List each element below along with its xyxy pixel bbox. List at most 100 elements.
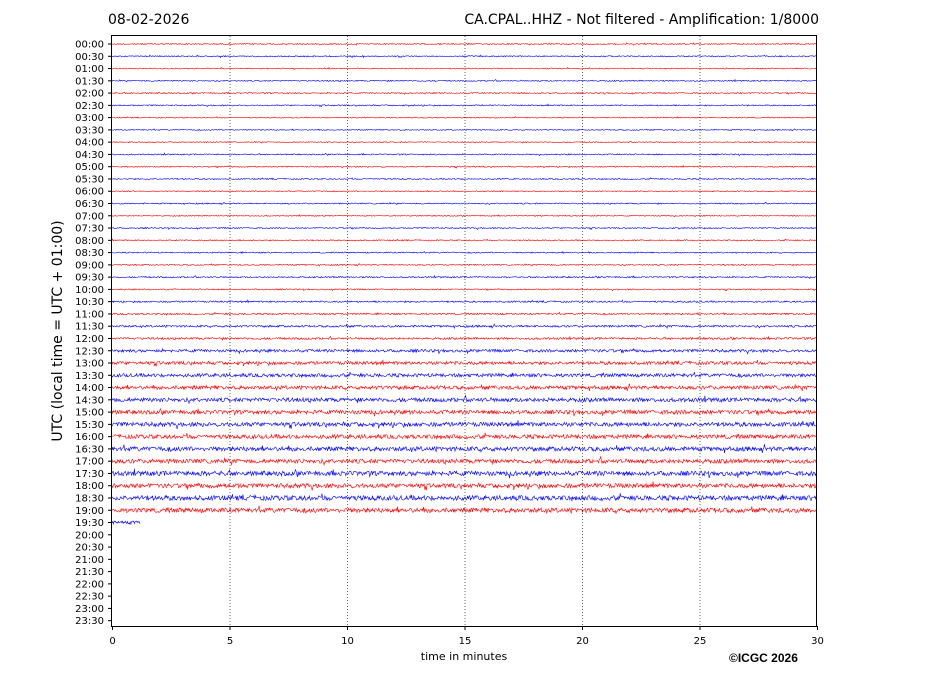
y-tick-label: 15:30 — [75, 420, 104, 431]
copyright-label: ©ICGC 2026 — [729, 651, 798, 665]
trace-0200 — [111, 91, 817, 95]
y-tick-label: 05:00 — [75, 162, 104, 173]
trace-0900 — [111, 263, 817, 267]
trace-1900 — [111, 505, 818, 515]
y-tick-label: 11:00 — [75, 309, 104, 320]
trace-1100 — [111, 311, 818, 316]
trace-0930 — [111, 274, 818, 280]
y-tick-label: 19:00 — [75, 506, 104, 517]
x-tick-label: 10 — [341, 636, 354, 647]
trace-0130 — [111, 78, 817, 83]
trace-1430 — [111, 394, 818, 405]
trace-0000 — [111, 42, 818, 46]
y-tick-label: 06:00 — [75, 187, 104, 198]
trace-0500 — [111, 164, 817, 169]
chart-title: CA.CPAL..HHZ - Not filtered - Amplificat… — [464, 12, 819, 28]
y-tick-label: 04:30 — [75, 150, 104, 161]
y-tick-label: 18:30 — [75, 493, 104, 504]
y-tick-label: 12:30 — [75, 346, 104, 357]
y-tick-label: 03:30 — [75, 125, 104, 136]
trace-1200 — [111, 335, 818, 342]
y-tick-label: 00:30 — [75, 52, 104, 63]
x-axis-ticks: 0 5 10 15 20 25 30 — [109, 626, 824, 647]
y-tick-label: 11:30 — [75, 322, 104, 333]
y-tick-label: 13:00 — [75, 359, 104, 370]
y-tick-label: 22:00 — [75, 579, 104, 590]
trace-1930 — [111, 520, 141, 526]
trace-0700 — [111, 214, 818, 218]
trace-0600 — [111, 189, 818, 193]
y-tick-label: 10:00 — [75, 285, 104, 296]
y-tick-label: 09:30 — [75, 273, 104, 284]
trace-1630 — [111, 444, 818, 454]
trace-1230 — [111, 347, 818, 355]
trace-1530 — [111, 420, 818, 429]
y-tick-label: 08:30 — [75, 248, 104, 259]
y-tick-label: 20:30 — [75, 543, 104, 554]
y-tick-label: 14:30 — [75, 395, 104, 406]
trace-0430 — [111, 152, 817, 157]
y-tick-label: 10:30 — [75, 297, 104, 308]
y-tick-label: 23:00 — [75, 604, 104, 615]
y-tick-label: 04:00 — [75, 138, 104, 149]
y-tick-label: 19:30 — [75, 518, 104, 529]
x-tick-label: 0 — [109, 636, 115, 647]
traces-group — [111, 42, 818, 526]
trace-1500 — [111, 407, 818, 417]
y-tick-label: 05:30 — [75, 174, 104, 185]
y-tick-label: 16:30 — [75, 444, 104, 455]
y-tick-label: 13:30 — [75, 371, 104, 382]
y-tick-label: 01:30 — [75, 76, 104, 87]
y-tick-label: 17:30 — [75, 469, 104, 480]
x-tick-label: 25 — [694, 636, 707, 647]
trace-1600 — [111, 432, 818, 440]
y-tick-label: 20:00 — [75, 530, 104, 541]
trace-0230 — [111, 103, 817, 108]
y-tick-label: 03:00 — [75, 113, 104, 124]
trace-0400 — [111, 140, 817, 144]
y-tick-label: 12:00 — [75, 334, 104, 345]
trace-1030 — [111, 299, 818, 304]
trace-0330 — [111, 128, 817, 132]
y-tick-label: 17:00 — [75, 457, 104, 468]
trace-0300 — [111, 116, 818, 119]
trace-0630 — [111, 201, 818, 206]
trace-1400 — [111, 383, 818, 392]
y-tick-label: 21:30 — [75, 567, 104, 578]
y-tick-label: 22:30 — [75, 592, 104, 603]
trace-1800 — [111, 481, 818, 491]
trace-1830 — [111, 493, 818, 502]
plot-frame — [111, 35, 817, 627]
y-tick-label: 21:00 — [75, 555, 104, 566]
x-axis-label: time in minutes — [421, 650, 508, 663]
trace-0030 — [111, 54, 817, 59]
trace-0100 — [111, 66, 818, 70]
date-label: 08-02-2026 — [108, 12, 190, 28]
trace-0530 — [111, 177, 818, 181]
y-tick-label: 07:00 — [75, 211, 104, 222]
y-axis-label: UTC (local time = UTC + 01:00) — [50, 220, 66, 441]
trace-1130 — [111, 323, 817, 330]
y-tick-label: 00:00 — [75, 40, 104, 51]
trace-1700 — [111, 455, 818, 466]
trace-1300 — [111, 359, 818, 367]
y-tick-label: 14:00 — [75, 383, 104, 394]
x-tick-label: 5 — [227, 636, 233, 647]
y-tick-label: 01:00 — [75, 64, 104, 75]
y-tick-label: 08:00 — [75, 236, 104, 247]
y-tick-label: 02:00 — [75, 89, 104, 100]
x-tick-label: 20 — [576, 636, 589, 647]
x-tick-label: 30 — [811, 636, 824, 647]
grid-lines — [229, 36, 701, 626]
trace-1000 — [111, 288, 818, 292]
y-tick-label: 18:00 — [75, 481, 104, 492]
y-tick-label: 15:00 — [75, 408, 104, 419]
trace-0830 — [111, 250, 818, 254]
x-tick-label: 15 — [459, 636, 472, 647]
y-tick-label: 23:30 — [75, 616, 104, 627]
y-tick-label: 09:00 — [75, 260, 104, 271]
trace-1730 — [111, 468, 818, 479]
trace-1330 — [111, 371, 818, 379]
y-tick-label: 06:30 — [75, 199, 104, 210]
